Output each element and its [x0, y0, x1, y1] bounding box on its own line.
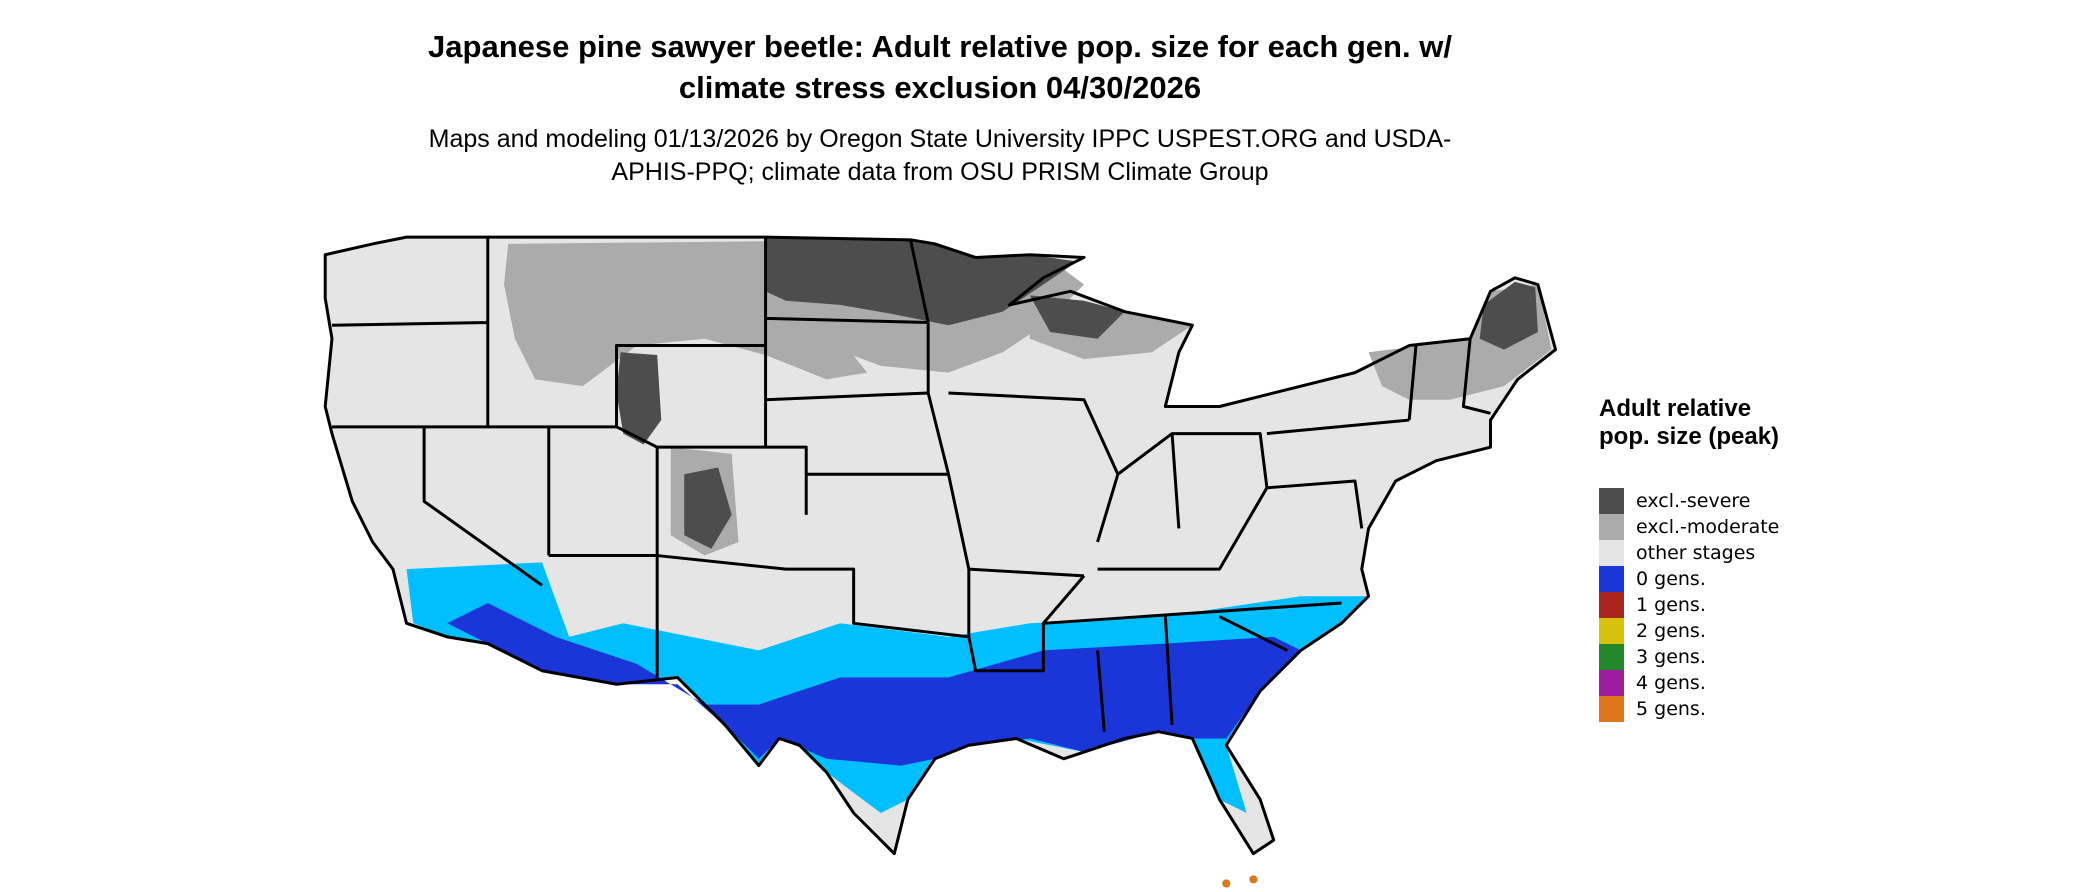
legend-item: 5 gens.: [1599, 696, 1779, 722]
map-subtitle: Maps and modeling 01/13/2026 by Oregon S…: [428, 125, 1452, 186]
legend-swatch: [1599, 488, 1624, 514]
legend-label: excl.-severe: [1636, 490, 1751, 512]
legend-item: 4 gens.: [1599, 670, 1779, 696]
legend-label: 2 gens.: [1636, 620, 1706, 642]
legend-item: excl.-severe: [1599, 488, 1779, 514]
legend-swatch: [1599, 592, 1624, 618]
legend-label: 1 gens.: [1636, 594, 1706, 616]
legend-label: excl.-moderate: [1636, 516, 1780, 538]
legend-swatch: [1599, 696, 1624, 722]
region-severe: [684, 467, 732, 549]
legend-label: 5 gens.: [1636, 698, 1706, 720]
map-title: Japanese pine sawyer beetle: Adult relat…: [428, 29, 1452, 105]
legend-label: 0 gens.: [1636, 568, 1706, 590]
legend-item: excl.-moderate: [1599, 514, 1779, 540]
region-severe: [1479, 281, 1538, 350]
region-moderate: [504, 241, 868, 387]
region-severe: [616, 352, 662, 445]
legend-swatch: [1599, 566, 1624, 592]
state-borders: [323, 235, 1558, 856]
legend-item: 0 gens.: [1599, 566, 1779, 592]
legend-swatch: [1599, 644, 1624, 670]
region-five-gens: [1249, 875, 1258, 884]
legend-title: Adult relative pop. size (peak): [1599, 395, 1780, 450]
region-severe: [1029, 295, 1125, 339]
legend-label: other stages: [1636, 542, 1756, 564]
legend-label: 4 gens.: [1636, 672, 1706, 694]
us-map: [323, 235, 1558, 888]
region-zero-gens: [447, 602, 1301, 766]
legend-swatch: [1599, 618, 1624, 644]
region-five-gens: [1222, 879, 1231, 888]
legend-swatch: [1599, 670, 1624, 696]
legend-swatch: [1599, 514, 1624, 540]
legend-swatch: [1599, 540, 1624, 566]
legend-item: 2 gens.: [1599, 618, 1779, 644]
legend-item: 3 gens.: [1599, 644, 1779, 670]
legend-item: other stages: [1599, 540, 1779, 566]
legend-item: 1 gens.: [1599, 592, 1779, 618]
legend: excl.-severe excl.-moderate other stages 0 …: [1599, 488, 1779, 722]
legend-label: 3 gens.: [1636, 646, 1706, 668]
region-severe: [765, 238, 1078, 326]
